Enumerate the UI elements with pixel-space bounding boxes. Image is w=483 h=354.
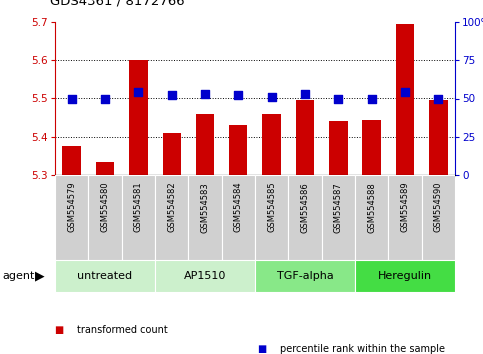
Point: [101, 96, 109, 101]
Bar: [355, 175, 388, 260]
Bar: [122, 175, 155, 260]
Bar: [262, 114, 281, 175]
Text: GSM554590: GSM554590: [434, 182, 443, 232]
Bar: [55, 260, 155, 292]
Text: GSM554584: GSM554584: [234, 182, 243, 233]
Bar: [229, 125, 247, 175]
Bar: [322, 175, 355, 260]
Bar: [196, 114, 214, 175]
Point: [201, 91, 209, 97]
Text: ■: ■: [55, 325, 67, 335]
Text: GSM554580: GSM554580: [100, 182, 110, 233]
Bar: [329, 121, 347, 175]
Text: percentile rank within the sample: percentile rank within the sample: [280, 344, 444, 354]
Point: [234, 93, 242, 98]
Bar: [422, 175, 455, 260]
Point: [268, 94, 275, 100]
Bar: [363, 120, 381, 175]
Text: GSM554585: GSM554585: [267, 182, 276, 233]
Point: [368, 96, 375, 101]
Text: Heregulin: Heregulin: [378, 271, 432, 281]
Text: GSM554587: GSM554587: [334, 182, 343, 233]
Point: [334, 96, 342, 101]
Bar: [55, 175, 88, 260]
Bar: [88, 175, 122, 260]
Bar: [296, 101, 314, 175]
Text: TGF-alpha: TGF-alpha: [277, 271, 333, 281]
Bar: [355, 260, 455, 292]
Point: [435, 96, 442, 101]
Text: GSM554588: GSM554588: [367, 182, 376, 233]
Bar: [255, 175, 288, 260]
Bar: [162, 133, 181, 175]
Bar: [129, 60, 147, 175]
Bar: [396, 24, 414, 175]
Text: GSM554581: GSM554581: [134, 182, 143, 233]
Text: AP1510: AP1510: [184, 271, 226, 281]
Bar: [429, 101, 448, 175]
Text: ■: ■: [258, 344, 270, 354]
Text: agent: agent: [2, 271, 35, 281]
Text: untreated: untreated: [77, 271, 132, 281]
Bar: [155, 175, 188, 260]
Bar: [288, 175, 322, 260]
Text: GDS4361 / 8172766: GDS4361 / 8172766: [50, 0, 185, 8]
Text: transformed count: transformed count: [77, 325, 168, 335]
Point: [168, 93, 175, 98]
Bar: [255, 260, 355, 292]
Point: [134, 90, 142, 95]
Text: GSM554583: GSM554583: [200, 182, 210, 233]
Point: [401, 90, 409, 95]
Text: GSM554589: GSM554589: [400, 182, 410, 233]
Bar: [155, 260, 255, 292]
Bar: [388, 175, 422, 260]
Bar: [188, 175, 222, 260]
Bar: [96, 162, 114, 175]
Text: ▶: ▶: [35, 269, 44, 282]
Text: GSM554582: GSM554582: [167, 182, 176, 233]
Text: GSM554586: GSM554586: [300, 182, 310, 233]
Bar: [62, 146, 81, 175]
Point: [68, 96, 75, 101]
Bar: [222, 175, 255, 260]
Text: GSM554579: GSM554579: [67, 182, 76, 233]
Point: [301, 91, 309, 97]
